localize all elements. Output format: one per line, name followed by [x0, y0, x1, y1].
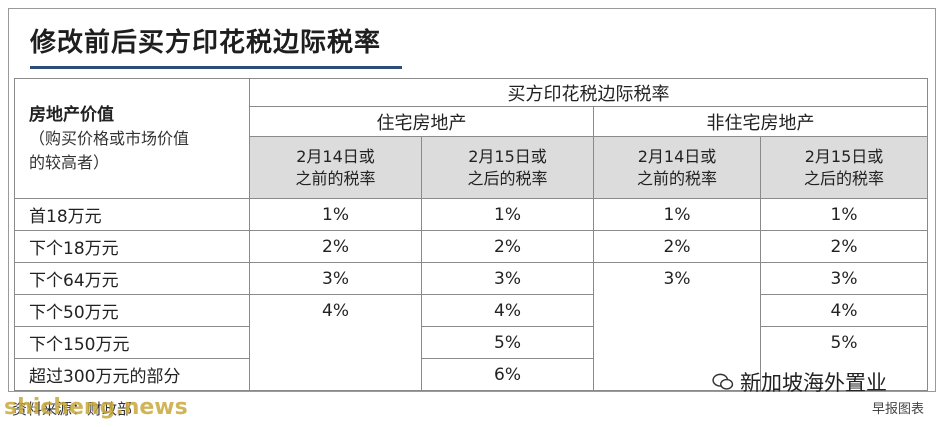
col-header-res-after: 2月15日或 之后的税率: [421, 136, 594, 199]
rate-cell: 1%: [249, 198, 422, 231]
row-header-note-1: （购买价格或市场价值: [29, 128, 190, 148]
table-row: 下个50万元 4% 4% 4%: [14, 294, 928, 391]
col-header-res-before: 2月14日或 之前的税率: [249, 136, 422, 199]
tier-label: 下个50万元: [14, 294, 250, 327]
rate-cell: 1%: [593, 198, 761, 231]
rate-cell: 2%: [249, 230, 422, 263]
col-header-non-before: 2月14日或 之前的税率: [593, 136, 761, 199]
rate-cell: 3%: [249, 262, 422, 295]
col-header-line: 2月15日或: [804, 146, 884, 166]
col-header-line: 2月14日或: [296, 146, 375, 166]
page-title: 修改前后买方印花税边际税率: [30, 28, 382, 58]
title-underline: [30, 66, 402, 69]
tier-label: 下个18万元: [14, 230, 250, 263]
rate-cell: 4%: [760, 294, 928, 327]
group-header-residential: 住宅房地产: [249, 106, 594, 137]
row-header-cell: 房地产价值 （购买价格或市场价值 的较高者）: [14, 78, 250, 199]
source-note: 资料来源：财政部: [12, 400, 133, 418]
rate-cell-merged: 3%: [593, 262, 761, 391]
main-column-header: 买方印花税边际税率: [249, 78, 928, 107]
watermark-text: 新加坡海外置业: [740, 371, 887, 395]
col-header-line: 之前的税率: [636, 168, 717, 188]
table-row: 超过300万元的部分 6%: [14, 358, 928, 391]
col-header-line: 2月15日或: [468, 146, 547, 166]
table-row: 首18万元 1% 1% 1% 1%: [14, 198, 928, 231]
rate-cell: 2%: [760, 230, 928, 263]
rate-cell: 1%: [760, 198, 928, 231]
col-header-line: 之前的税率: [295, 168, 376, 188]
stamp-duty-table: 房地产价值 （购买价格或市场价值 的较高者） 买方印花税边际税率 住宅房地产 非…: [14, 78, 928, 391]
wechat-icon: [712, 373, 734, 390]
rate-cell-merged: 4%: [249, 294, 422, 391]
site-watermark: shicheng.news: [4, 395, 188, 420]
table-row: 下个150万元 5% 5%: [14, 326, 928, 391]
row-header-note-2: 的较高者）: [29, 152, 110, 172]
tier-label: 超过300万元的部分: [14, 358, 250, 391]
tier-label: 下个150万元: [14, 326, 250, 359]
tier-label: 首18万元: [14, 198, 250, 231]
row-header-title: 房地产价值: [29, 104, 114, 125]
watermark: 新加坡海外置业: [712, 367, 887, 397]
table-row: 下个18万元 2% 2% 2% 2%: [14, 230, 928, 263]
rate-cell: 4%: [421, 294, 594, 327]
col-header-line: 之后的税率: [467, 168, 548, 188]
rate-cell: 5%: [421, 326, 594, 359]
rate-cell: 3%: [760, 262, 928, 295]
rate-cell: 2%: [593, 230, 761, 263]
group-header-nonresidential: 非住宅房地产: [593, 106, 928, 137]
col-header-line: 之后的税率: [803, 168, 884, 188]
table-row: 下个64万元 3% 3% 3% 3%: [14, 262, 928, 391]
rate-cell: 6%: [421, 358, 594, 391]
col-header-non-after: 2月15日或 之后的税率: [760, 136, 928, 199]
tier-label: 下个64万元: [14, 262, 250, 295]
rate-cell: 2%: [421, 230, 594, 263]
rate-cell: 1%: [421, 198, 594, 231]
rate-cell-merged: 5%: [760, 326, 928, 391]
rate-cell: 3%: [421, 262, 594, 295]
col-header-line: 2月14日或: [637, 146, 717, 166]
credit-label: 早报图表: [872, 402, 925, 417]
